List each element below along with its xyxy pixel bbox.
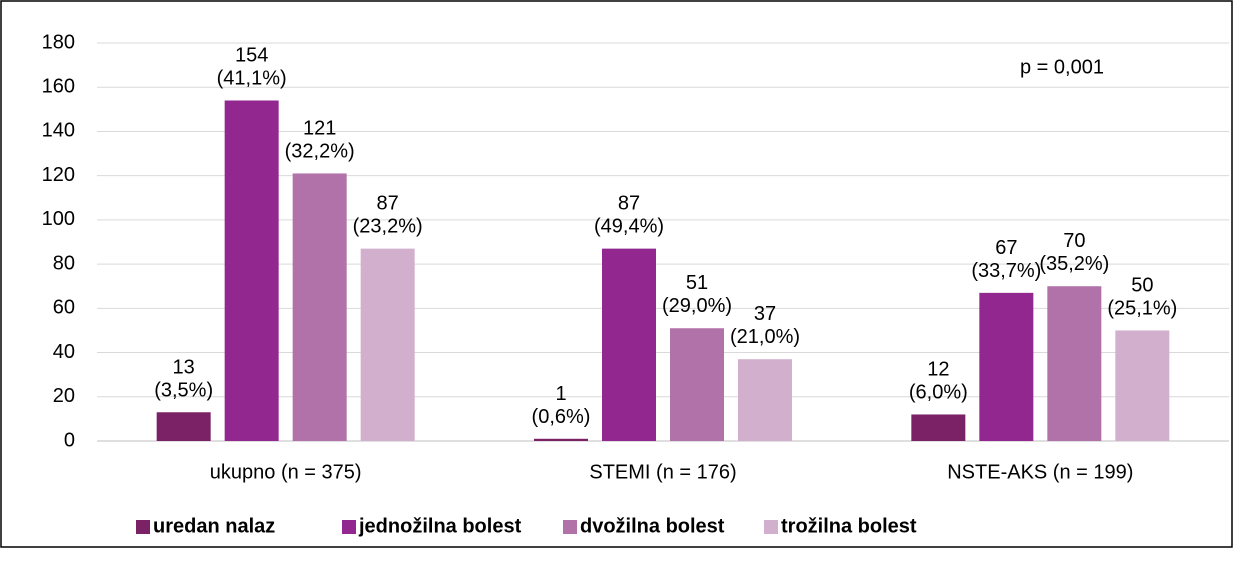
bar [360, 248, 415, 441]
bar [156, 412, 211, 441]
bar [224, 100, 279, 441]
legend-label: dvožilna bolest [580, 515, 725, 537]
y-tick-label: 20 [53, 385, 75, 407]
data-label: 154 (41,1%) [217, 45, 287, 90]
bar [911, 414, 966, 441]
data-label: 50 (25,1%) [1107, 275, 1177, 320]
data-label: 1 (0,6%) [532, 383, 591, 428]
data-label: 13 (3,5%) [154, 357, 213, 402]
legend-label: uredan nalaz [153, 515, 275, 537]
data-label: 67 (33,7%) [971, 237, 1041, 282]
legend-label: jednožilna bolest [358, 515, 522, 537]
annotation: p = 0,001 [1020, 56, 1104, 78]
data-label: 87 (49,4%) [594, 193, 664, 238]
x-tick-label: ukupno (n = 375) [210, 461, 362, 483]
bar [979, 292, 1034, 441]
data-label: 12 (6,0%) [909, 359, 968, 404]
x-tick-label: NSTE-AKS (n = 199) [947, 461, 1133, 483]
bar [602, 248, 656, 441]
y-tick-label: 0 [64, 429, 75, 451]
data-label: 37 (21,0%) [730, 303, 800, 348]
y-tick-label: 80 [53, 252, 75, 274]
legend-swatch [563, 520, 577, 534]
y-tick-label: 180 [42, 31, 75, 53]
bar [292, 173, 347, 441]
y-tick-label: 120 [42, 164, 75, 186]
y-tick-label: 60 [53, 297, 75, 319]
y-tick-label: 140 [42, 120, 75, 142]
y-tick-label: 40 [53, 341, 75, 363]
data-label: 70 (35,2%) [1039, 231, 1109, 276]
data-label: 87 (23,2%) [353, 193, 423, 238]
data-label: 121 (32,2%) [285, 118, 355, 163]
legend-swatch [764, 520, 778, 534]
legend-swatch [342, 520, 356, 534]
x-tick-label: STEMI (n = 176) [589, 461, 736, 483]
bar [534, 438, 588, 441]
y-tick-label: 100 [42, 208, 75, 230]
data-label: 51 (29,0%) [662, 273, 732, 318]
bar [1047, 286, 1102, 441]
legend-swatch [136, 520, 150, 534]
bar [738, 359, 792, 441]
legend-label: trožilna bolest [781, 515, 917, 537]
bar [1115, 330, 1170, 441]
bar [670, 328, 724, 441]
y-tick-label: 160 [42, 76, 75, 98]
